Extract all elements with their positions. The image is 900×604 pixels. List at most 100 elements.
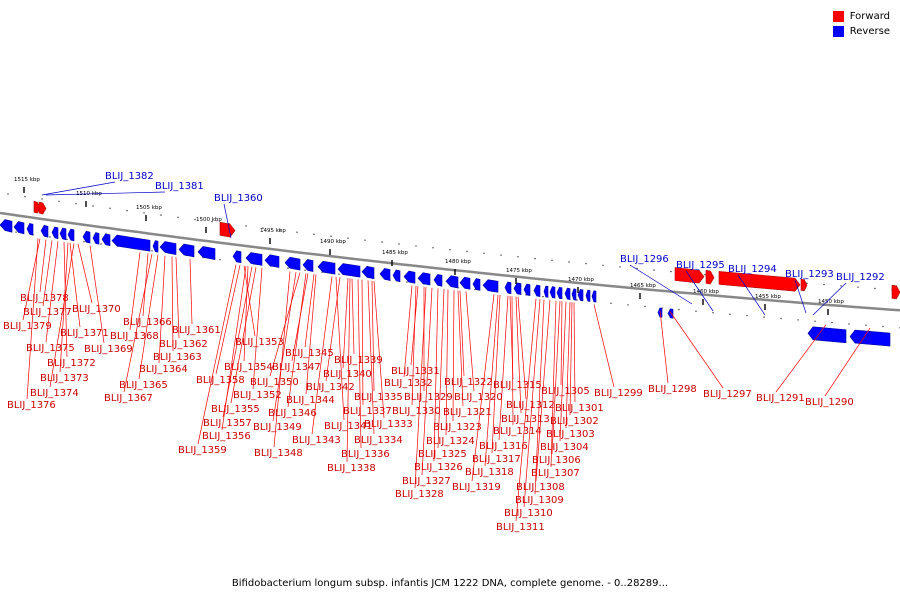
gene-leader-line (325, 277, 341, 382)
track-dot (262, 227, 264, 229)
ruler-label: 1515 kbp (14, 177, 40, 183)
track-dot (534, 257, 536, 260)
gene-leader-line (123, 253, 153, 393)
forward-gene-arrow (361, 265, 375, 280)
gene-label: BLIJ_1295 (676, 260, 725, 271)
gene-label: BLIJ_1309 (515, 495, 564, 506)
forward-gene-arrow (472, 278, 481, 291)
gene-label: BLIJ_1327 (402, 476, 451, 487)
forward-gene-arrow (59, 227, 67, 241)
track-dot (670, 270, 672, 273)
gene-label: BLIJ_1332 (384, 378, 433, 389)
track-dot (330, 235, 332, 237)
gene-label: BLIJ_1344 (286, 395, 335, 406)
gene-label: BLIJ_1362 (159, 339, 208, 350)
forward-gene-arrow (51, 226, 59, 240)
gene-leader-line (273, 271, 291, 448)
track-dot (704, 274, 706, 276)
gene-label: BLIJ_1322 (444, 377, 493, 388)
gene-label: BLIJ_1335 (354, 392, 403, 403)
forward-gene-arrow (92, 232, 100, 245)
reverse-swatch (832, 26, 844, 37)
gene-label: BLIJ_1381 (155, 181, 204, 192)
forward-gene-arrow (523, 283, 531, 296)
gene-leader-line (357, 279, 362, 449)
track-dot (313, 233, 315, 235)
track-dot (177, 216, 179, 218)
legend-forward-label: Forward (849, 11, 890, 22)
forward-gene-arrow (159, 241, 177, 255)
gene-leader-line (63, 241, 68, 358)
track-dot (100, 243, 102, 245)
track-dot (304, 269, 306, 271)
gene-label: BLIJ_1336 (341, 449, 390, 460)
track-dot (500, 254, 502, 256)
gene-label: BLIJ_1324 (426, 436, 475, 447)
gene-leader-line (230, 267, 257, 404)
gene-leader-line (414, 286, 427, 489)
gene-label: BLIJ_1361 (172, 325, 221, 336)
track-dot (15, 231, 17, 233)
forward-gene-arrow (807, 326, 847, 344)
forward-gene-arrow (403, 270, 416, 284)
gene-label: BLIJ_1347 (272, 362, 321, 373)
ruler-label: 1470 kbp (568, 277, 594, 283)
track-dot (678, 308, 680, 311)
track-dot (49, 236, 51, 238)
gene-leader-line (629, 264, 693, 305)
reverse-gene-arrow (705, 269, 715, 285)
gene-label: BLIJ_1308 (516, 482, 565, 493)
track-dot (58, 200, 60, 202)
forward-gene-arrow (232, 250, 242, 264)
reverse-gene-arrow (33, 200, 41, 214)
ruler-label: 1460 kbp (693, 289, 719, 295)
track-dot (576, 299, 578, 301)
gene-leader-line (252, 267, 263, 390)
gene-leader-line (515, 296, 522, 414)
forward-gene-arrow (543, 285, 549, 298)
gene-label: BLIJ_1301 (555, 403, 604, 414)
gene-label: BLIJ_1372 (47, 358, 96, 369)
ruler-label: 1485 kbp (382, 250, 408, 256)
gene-leader-line (26, 238, 39, 400)
gene-label: BLIJ_1348 (254, 448, 303, 459)
gene-label: BLIJ_1326 (414, 462, 463, 473)
track-dot (41, 198, 43, 200)
forward-gene-arrow (591, 290, 597, 303)
gene-label: BLIJ_1316 (479, 441, 528, 452)
gene-leader-line (685, 270, 714, 312)
gene-label: BLIJ_1360 (214, 193, 263, 204)
gene-leader-line (367, 280, 375, 435)
legend: Forward Reverse (832, 9, 890, 39)
ruler-label: 1450 kbp (818, 299, 844, 305)
track-dot (780, 317, 782, 320)
track-dot (602, 264, 604, 266)
gene-leader-line (498, 295, 509, 441)
gene-label: BLIJ_1352 (233, 390, 282, 401)
forward-gene-arrow (178, 243, 195, 258)
gene-label: BLIJ_1355 (211, 404, 260, 415)
gene-leader-line (158, 255, 166, 364)
gene-leader-line (39, 239, 47, 293)
gene-leader-line (445, 289, 449, 436)
gene-leader-line (335, 276, 345, 421)
gene-leader-line (471, 294, 495, 482)
track-dot (338, 273, 340, 275)
track-dot (75, 203, 77, 205)
ruler-label: 1490 kbp (320, 239, 346, 245)
track-dot (814, 320, 816, 322)
gene-label: BLIJ_1333 (364, 419, 413, 430)
gene-label: BLIJ_1304 (540, 442, 589, 453)
forward-gene-arrow (26, 223, 34, 236)
gene-label: BLIJ_1298 (648, 384, 697, 395)
forward-gene-arrow (667, 308, 674, 319)
forward-swatch (832, 11, 844, 22)
gene-label: BLIJ_1291 (756, 393, 805, 404)
gene-label: BLIJ_1382 (105, 171, 154, 182)
gene-label: BLIJ_1371 (60, 328, 109, 339)
track-dot (449, 249, 451, 251)
track-dot (219, 259, 221, 261)
genome-backbone (0, 211, 900, 312)
track-dot (66, 238, 68, 240)
gene-label: BLIJ_1337 (343, 406, 392, 417)
